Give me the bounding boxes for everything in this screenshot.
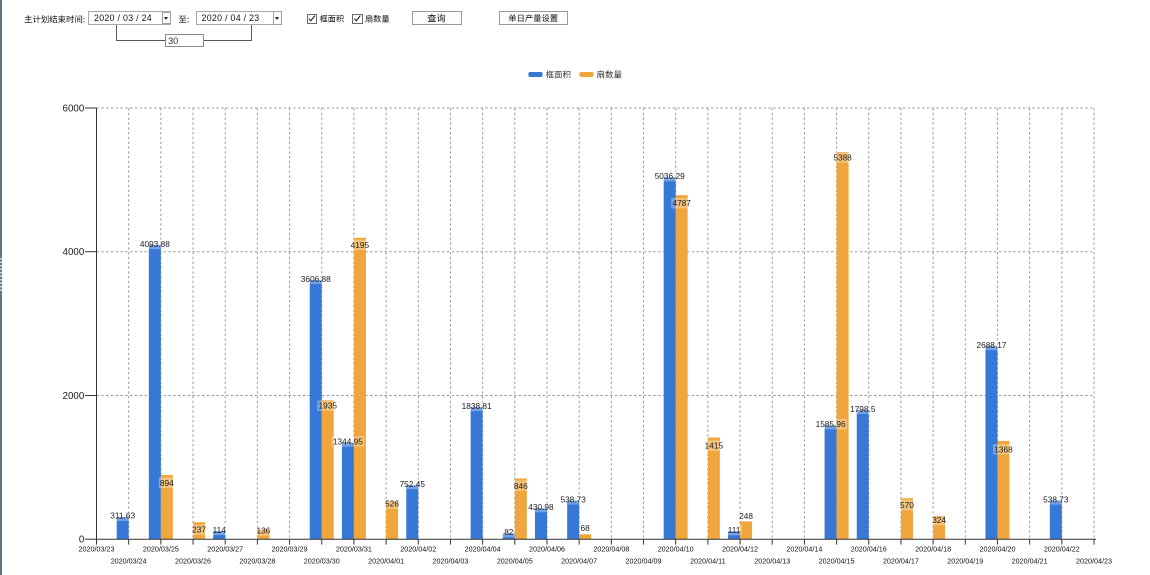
svg-text:1838.81: 1838.81 [462,401,492,411]
svg-text:2020/04/19: 2020/04/19 [947,557,983,566]
svg-text:2020/04/16: 2020/04/16 [851,544,887,553]
svg-text:5036.29: 5036.29 [655,171,685,181]
svg-text:2020/03/30: 2020/03/30 [304,557,340,566]
svg-text:2020/03/24: 2020/03/24 [111,557,147,566]
svg-text:2020/04/06: 2020/04/06 [529,544,565,553]
svg-text:2020/04/23: 2020/04/23 [1076,557,1112,566]
svg-text:2020/03/29: 2020/03/29 [272,544,308,553]
svg-text:2020/04/22: 2020/04/22 [1044,544,1080,553]
svg-text:1368: 1368 [994,444,1013,454]
svg-text:2020/04/10: 2020/04/10 [658,544,694,553]
svg-text:4195: 4195 [351,240,370,250]
svg-text:2020/03/27: 2020/03/27 [207,544,243,553]
svg-text:1935: 1935 [319,401,338,411]
svg-text:0: 0 [79,535,85,546]
svg-text:324: 324 [932,515,946,525]
svg-text:4000: 4000 [63,247,85,258]
svg-text:1344.95: 1344.95 [333,436,363,446]
svg-text:526: 526 [385,499,399,509]
svg-text:2020/04/13: 2020/04/13 [754,557,790,566]
svg-text:1798.5: 1798.5 [850,404,876,414]
svg-text:2020/04/04: 2020/04/04 [465,544,501,553]
svg-text:248: 248 [739,511,753,521]
svg-text:2020/03/23: 2020/03/23 [79,544,115,553]
svg-text:2020/03/28: 2020/03/28 [239,557,275,566]
svg-text:2020/04/21: 2020/04/21 [1012,557,1048,566]
svg-text:311.63: 311.63 [110,511,135,521]
svg-text:2000: 2000 [63,391,85,402]
svg-text:846: 846 [514,481,528,491]
svg-text:2020/04/11: 2020/04/11 [690,557,725,566]
svg-text:2020/04/02: 2020/04/02 [400,544,436,553]
svg-text:2020/04/09: 2020/04/09 [626,557,662,566]
svg-text:82: 82 [504,527,514,537]
svg-text:4787: 4787 [672,198,691,208]
svg-text:68: 68 [581,523,591,533]
svg-text:2020/04/14: 2020/04/14 [786,544,822,553]
svg-text:4093.88: 4093.88 [140,239,170,249]
svg-text:2020/04/07: 2020/04/07 [561,557,597,566]
svg-text:237: 237 [192,525,206,535]
svg-text:2020/04/18: 2020/04/18 [915,544,951,553]
svg-text:2020/04/15: 2020/04/15 [819,557,855,566]
svg-text:1585.96: 1585.96 [816,419,846,429]
svg-text:2020/04/20: 2020/04/20 [979,544,1015,553]
svg-text:136: 136 [256,525,270,535]
svg-text:2020/03/26: 2020/03/26 [175,557,211,566]
svg-text:430.98: 430.98 [528,502,554,512]
svg-text:2020/04/17: 2020/04/17 [883,557,919,566]
svg-text:2020/04/08: 2020/04/08 [593,544,629,553]
svg-text:538.73: 538.73 [1043,494,1069,504]
svg-text:2020/03/31: 2020/03/31 [336,544,372,553]
svg-text:2020/04/05: 2020/04/05 [497,557,533,566]
svg-text:2020/03/25: 2020/03/25 [143,544,179,553]
svg-text:114: 114 [213,525,227,535]
svg-text:2020/04/01: 2020/04/01 [368,557,404,566]
svg-text:538.73: 538.73 [560,494,586,504]
svg-text:5388: 5388 [833,152,852,162]
svg-text:894: 894 [160,478,174,488]
svg-text:3606.88: 3606.88 [301,274,331,284]
svg-text:111: 111 [728,525,741,535]
svg-text:2688.17: 2688.17 [976,340,1006,350]
svg-text:752.45: 752.45 [400,479,426,489]
svg-text:6000: 6000 [63,103,85,114]
svg-text:2020/04/12: 2020/04/12 [722,544,758,553]
svg-text:2020/04/03: 2020/04/03 [432,557,468,566]
svg-text:570: 570 [900,500,914,510]
svg-text:1415: 1415 [705,441,724,451]
